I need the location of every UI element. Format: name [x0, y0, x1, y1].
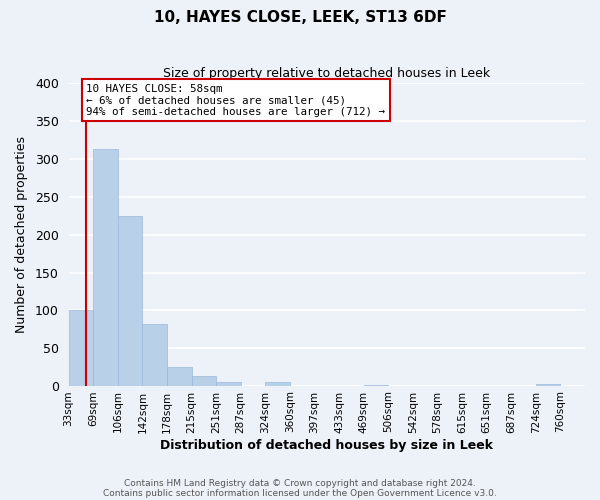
- Text: 10 HAYES CLOSE: 58sqm
← 6% of detached houses are smaller (45)
94% of semi-detac: 10 HAYES CLOSE: 58sqm ← 6% of detached h…: [86, 84, 385, 117]
- Bar: [118, 216, 142, 386]
- Bar: [216, 382, 241, 386]
- Bar: [265, 382, 290, 386]
- Bar: [364, 384, 388, 386]
- Bar: [191, 376, 216, 386]
- Text: 10, HAYES CLOSE, LEEK, ST13 6DF: 10, HAYES CLOSE, LEEK, ST13 6DF: [154, 10, 446, 25]
- Bar: [536, 384, 560, 386]
- Text: Contains public sector information licensed under the Open Government Licence v3: Contains public sector information licen…: [103, 488, 497, 498]
- Y-axis label: Number of detached properties: Number of detached properties: [15, 136, 28, 333]
- X-axis label: Distribution of detached houses by size in Leek: Distribution of detached houses by size …: [160, 440, 493, 452]
- Bar: [142, 324, 167, 386]
- Bar: [68, 310, 93, 386]
- Text: Contains HM Land Registry data © Crown copyright and database right 2024.: Contains HM Land Registry data © Crown c…: [124, 478, 476, 488]
- Bar: [93, 149, 118, 386]
- Bar: [167, 366, 191, 386]
- Title: Size of property relative to detached houses in Leek: Size of property relative to detached ho…: [163, 68, 490, 80]
